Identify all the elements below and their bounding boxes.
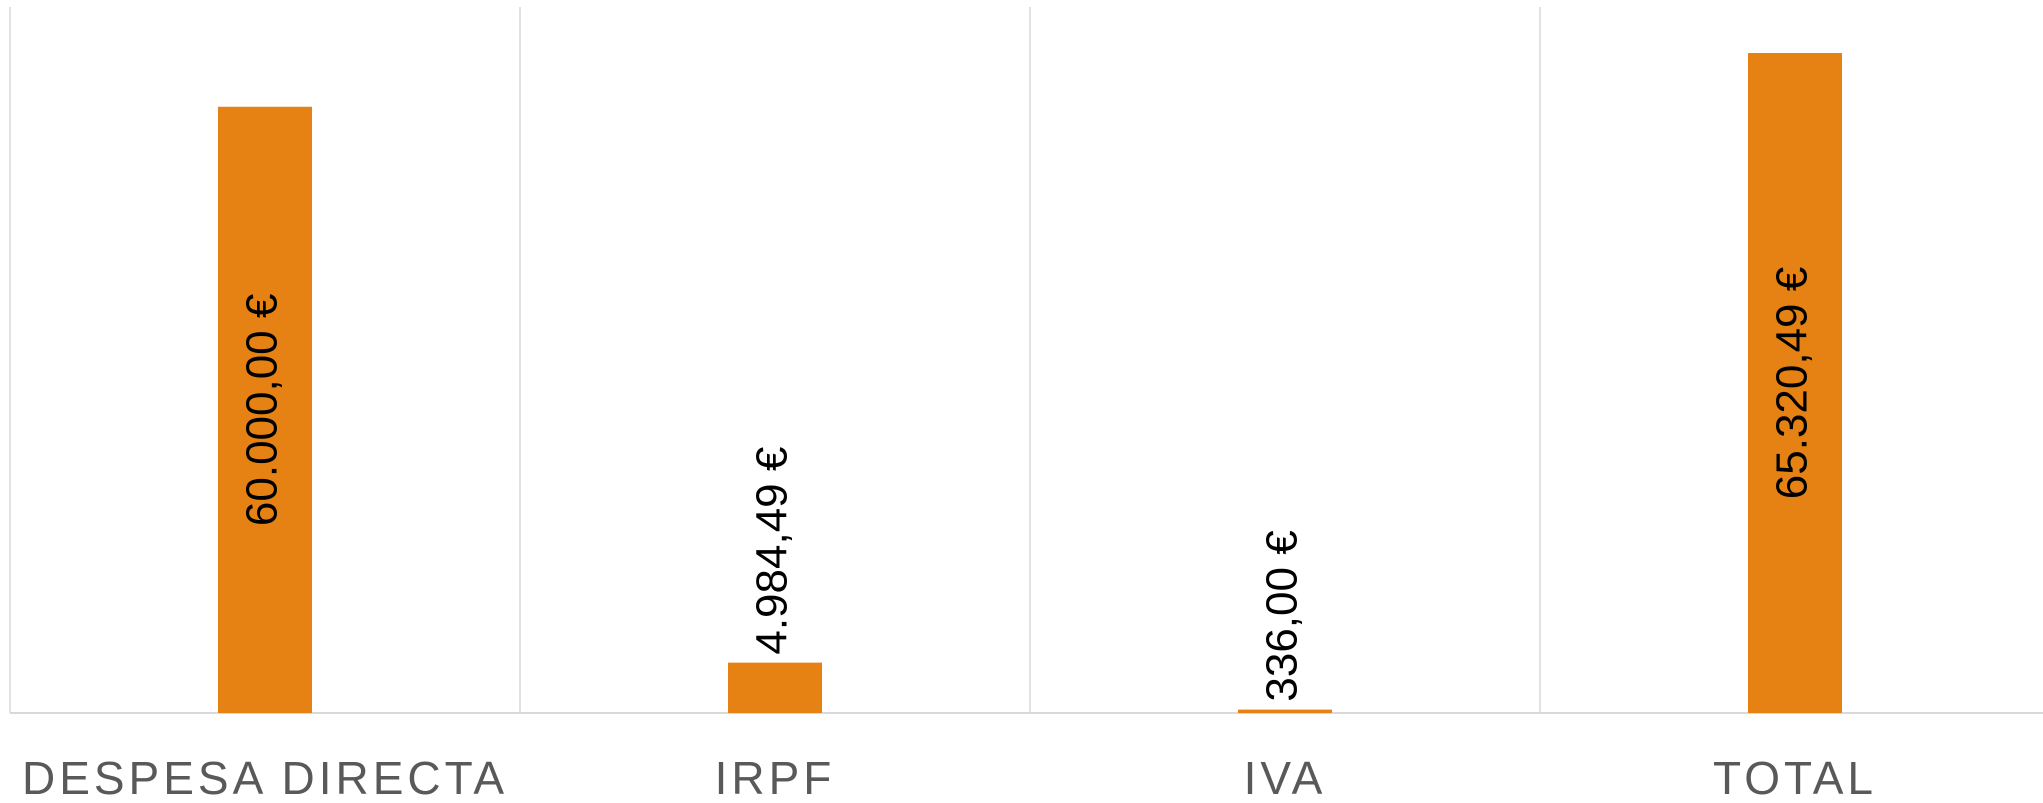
bar [218,106,312,714]
data-label: 4.984,49 € [748,447,797,655]
bar [1748,53,1842,713]
x-tick-label: IRPF [715,752,836,803]
x-tick-label: IVA [1244,752,1327,803]
data-label: 65.320,49 € [1768,267,1817,499]
bar [728,662,822,713]
data-label: 336,00 € [1258,530,1307,701]
bar [1238,709,1332,713]
x-tick-label: DESPESA DIRECTA [22,752,508,803]
data-label: 60.000,00 € [238,294,287,526]
x-tick-label: TOTAL [1713,752,1877,803]
